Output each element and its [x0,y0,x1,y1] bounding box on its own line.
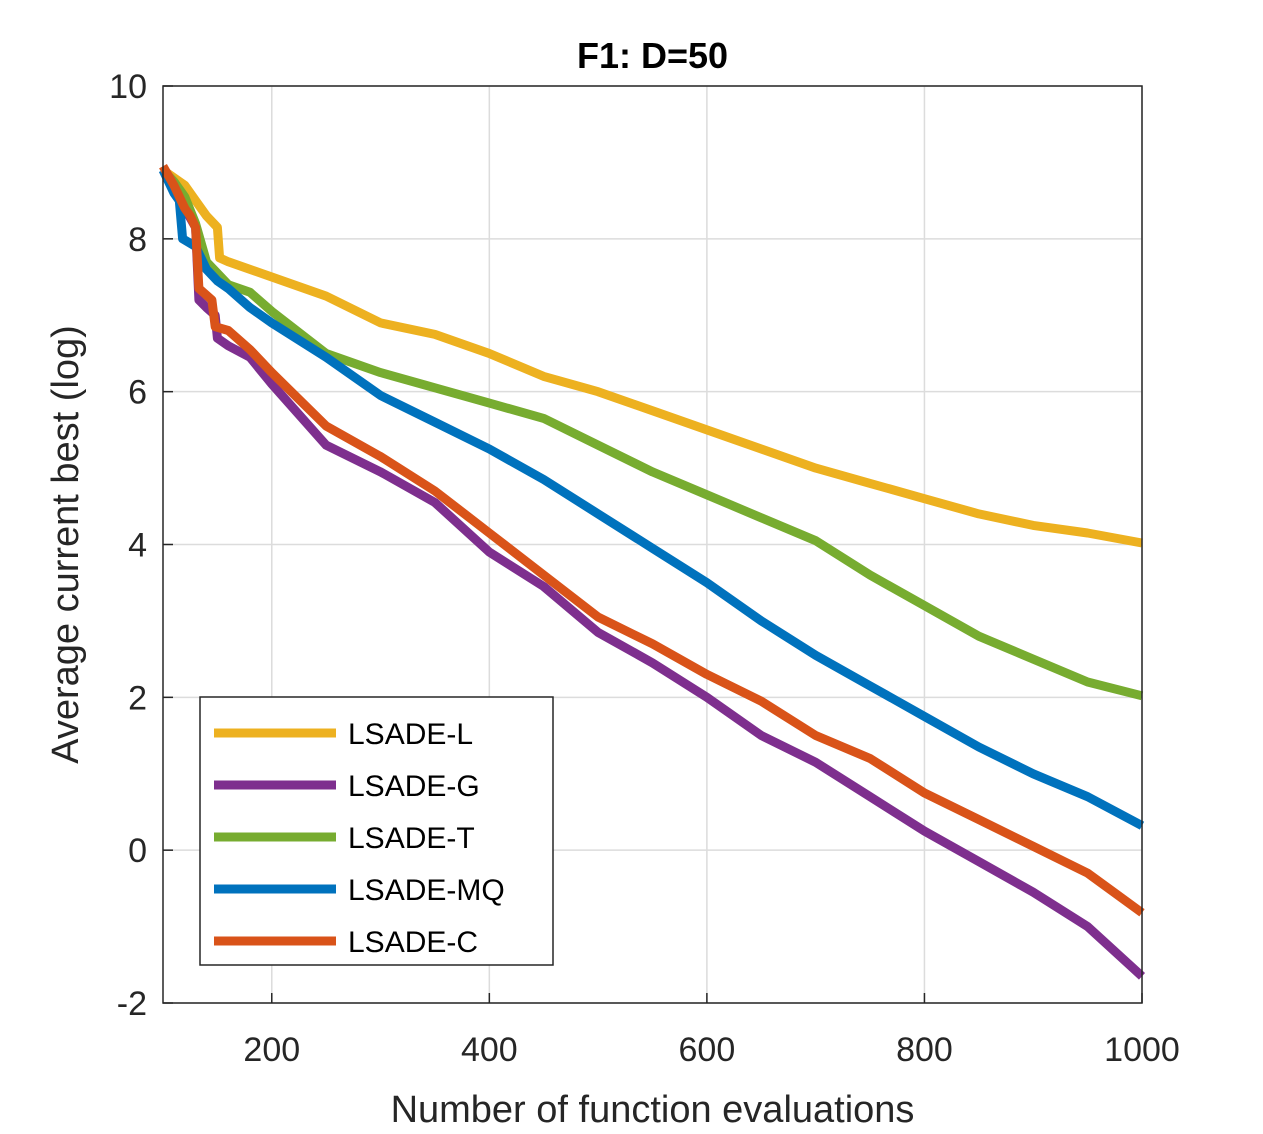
legend-label-lsade-c: LSADE-C [348,926,478,959]
legend-label-lsade-l: LSADE-L [348,718,473,751]
legend: LSADE-L LSADE-G LSADE-T LSADE-MQ LSADE-C [199,696,554,966]
x-tick-label: 400 [461,1031,518,1069]
y-tick-label: 10 [109,68,147,106]
y-tick-label: 2 [128,679,147,717]
y-axis-ticks: -2 0 2 4 6 8 10 [109,68,173,1023]
y-tick-label: 0 [128,832,147,870]
y-tick-label: 4 [128,527,147,565]
chart-title: F1: D=50 [577,35,728,76]
y-tick-label: 6 [128,374,147,412]
x-tick-label: 600 [679,1031,736,1069]
series-lines [158,163,1146,980]
x-tick-label: 800 [896,1031,953,1069]
series-line-lsade-g [159,167,1146,980]
y-axis-title: Average current best (log) [45,325,87,764]
series-line-lsade-l [160,166,1143,548]
series-line-lsade-c [159,163,1145,917]
y-tick-label: -2 [117,985,147,1023]
legend-label-lsade-mq: LSADE-MQ [348,874,505,907]
x-tick-label: 200 [243,1031,300,1069]
legend-label-lsade-g: LSADE-G [348,770,480,803]
legend-box [199,696,554,966]
x-axis-title: Number of function evaluations [391,1089,915,1131]
x-tick-label: 1000 [1104,1031,1180,1069]
x-axis-ticks: 200 400 600 800 1000 [243,993,1180,1069]
legend-label-lsade-t: LSADE-T [348,822,475,855]
y-tick-label: 8 [128,221,147,259]
